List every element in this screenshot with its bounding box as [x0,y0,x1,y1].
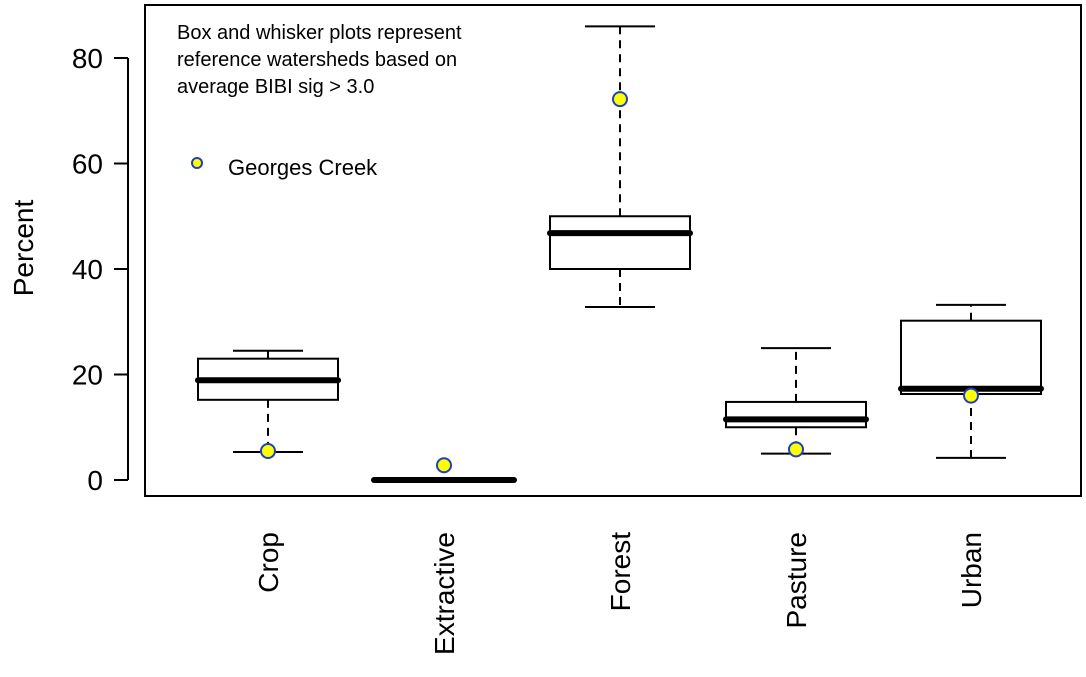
x-label-crop: Crop [253,532,284,593]
point-pasture [788,441,804,458]
box-rect [725,400,867,429]
y-axis-title: Percent [8,200,39,297]
y-tick-label-80: 80 [72,43,103,74]
point-forest [612,91,628,108]
x-label-forest: Forest [605,532,636,612]
annotation-line-1: Box and whisker plots represent [177,22,462,44]
box-urban [898,303,1044,459]
y-tick-label-60: 60 [72,149,103,180]
y-axis: 0 20 40 60 80 [72,43,129,496]
annotation-text: Box and whisker plots represent reference… [177,22,462,98]
annotation-line-3: average BIBI sig > 3.0 [177,76,374,98]
legend-label: Georges Creek [228,155,378,180]
plot-frame [144,4,1082,497]
boxes [195,25,1044,483]
box-crop [195,349,341,454]
point-urban [963,387,979,404]
y-tick-label-0: 0 [87,465,103,496]
x-axis-labels: Crop Extractive Forest Pasture Urban [253,532,987,655]
annotation-line-2: reference watersheds based on [177,49,457,71]
y-tick-label-20: 20 [72,360,103,391]
point-extractive [436,457,452,474]
x-label-pasture: Pasture [781,532,812,629]
x-label-urban: Urban [956,532,987,608]
legend-marker [191,157,203,169]
box-pasture [723,347,869,455]
y-tick-label-40: 40 [72,254,103,285]
georges-creek-points [260,91,979,474]
box-rect [549,215,691,270]
x-label-extractive: Extractive [429,532,460,655]
box-rect [900,319,1042,396]
box-forest [547,25,693,308]
point-crop [260,442,276,459]
legend: Georges Creek [191,155,378,180]
